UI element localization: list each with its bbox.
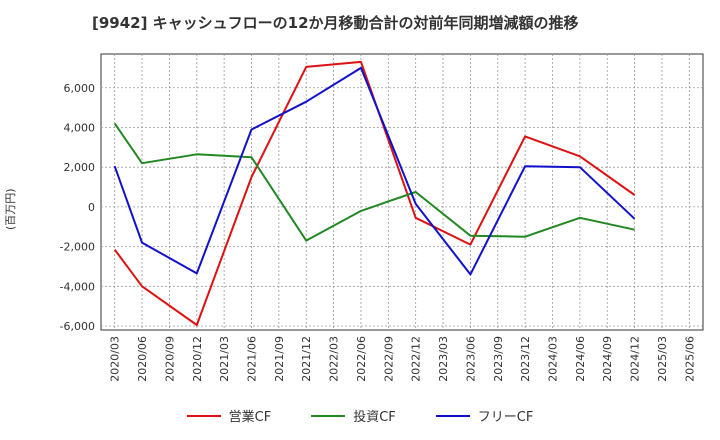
x-tick-label: 2023/12: [519, 336, 532, 382]
x-tick-label: 2024/03: [547, 336, 560, 382]
x-tick-label: 2022/06: [355, 336, 368, 382]
x-tick-label: 2020/09: [163, 336, 176, 382]
series-line: [113, 122, 635, 242]
x-tick-label: 2021/06: [246, 336, 259, 382]
y-tick-label: -2,000: [60, 241, 95, 254]
x-tick-label: 2020/06: [136, 336, 149, 382]
chart-title: [9942] キャッシュフローの12か月移動合計の対前年同期増減額の推移: [92, 14, 579, 32]
x-tick-label: 2022/09: [382, 336, 395, 382]
y-tick-label: 2,000: [64, 161, 96, 174]
x-tick-label: 2023/09: [492, 336, 505, 382]
x-tick-label: 2021/12: [300, 336, 313, 382]
y-tick-label: 0: [88, 201, 95, 214]
x-tick-label: 2025/06: [683, 336, 696, 382]
y-tick-label: 4,000: [64, 121, 96, 134]
legend-label: 投資CF: [353, 410, 396, 425]
legend-item: 営業CF: [186, 406, 272, 425]
x-tick-label: 2020/12: [191, 336, 204, 382]
series-line: [113, 60, 636, 326]
x-tick-label: 2025/03: [656, 336, 669, 382]
x-tick-label: 2023/03: [437, 336, 450, 382]
legend-item: フリーCF: [435, 406, 534, 425]
series-line: [113, 66, 636, 276]
x-tick-label: 2020/03: [109, 336, 122, 382]
legend-swatch: [311, 414, 346, 417]
x-tick-label: 2021/09: [273, 336, 286, 382]
x-tick-label: 2022/12: [410, 336, 423, 382]
x-tick-label: 2023/06: [464, 336, 477, 382]
x-tick-label: 2024/12: [629, 336, 642, 382]
y-tick-label: -4,000: [60, 280, 95, 293]
x-tick-label: 2024/06: [574, 336, 587, 382]
legend-swatch: [435, 414, 470, 417]
x-tick-label: 2022/03: [328, 336, 341, 382]
legend-label: 営業CF: [228, 410, 272, 425]
x-tick-label: 2021/03: [218, 336, 231, 382]
y-tick-label: -6,000: [60, 320, 95, 333]
legend-item: 投資CF: [311, 406, 396, 425]
y-tick-label: 6,000: [64, 82, 96, 95]
x-tick-label: 2024/09: [601, 336, 614, 382]
legend: 営業CF 投資CF フリーCF: [0, 406, 720, 425]
legend-label: フリーCF: [477, 410, 534, 425]
legend-swatch: [186, 414, 221, 417]
plot-area: [100, 53, 704, 331]
